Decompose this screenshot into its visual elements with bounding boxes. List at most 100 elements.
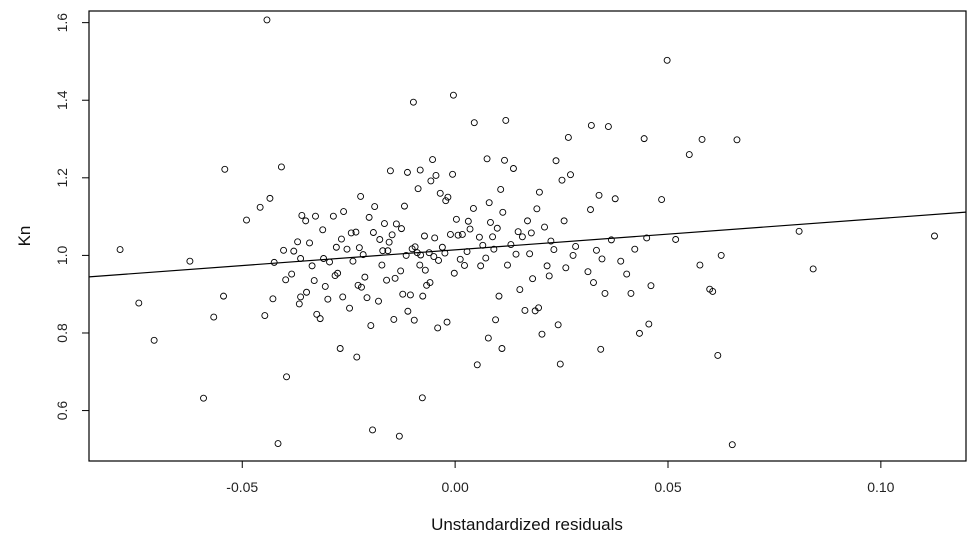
data-point [672, 236, 680, 243]
x-tick-label: 0.10 [867, 479, 894, 495]
data-point [562, 264, 570, 272]
data-point [595, 191, 603, 199]
data-point [647, 282, 655, 290]
data-point [733, 136, 741, 144]
data-point [587, 206, 594, 214]
data-point [477, 262, 485, 270]
data-point [384, 247, 392, 255]
data-point [538, 330, 546, 338]
data-point [572, 243, 580, 250]
data-point [502, 116, 510, 124]
data-point [541, 223, 548, 231]
data-point [282, 276, 290, 284]
data-point [414, 185, 422, 193]
regression-line [88, 211, 967, 278]
x-tick-label: -0.05 [226, 479, 258, 495]
data-point [369, 426, 376, 434]
data-point [391, 274, 399, 282]
data-point [355, 244, 363, 252]
data-point [294, 238, 302, 246]
data-point [490, 245, 498, 253]
data-point [312, 212, 319, 220]
data-point [489, 233, 497, 241]
data-point [640, 135, 648, 143]
data-point [367, 322, 375, 330]
data-point [564, 134, 572, 141]
data-point [399, 290, 407, 298]
data-point [416, 261, 424, 269]
data-point [636, 329, 643, 337]
data-point [514, 228, 522, 236]
data-point [397, 267, 405, 275]
data-point [186, 257, 194, 265]
data-point [558, 176, 566, 184]
data-point [398, 225, 405, 233]
data-point [395, 432, 403, 440]
data-point [354, 281, 362, 289]
data-point [411, 243, 419, 251]
data-point [383, 276, 391, 284]
data-point [283, 373, 290, 381]
data-point [324, 295, 332, 303]
data-point [469, 205, 477, 212]
data-point [631, 245, 639, 253]
data-point [567, 171, 574, 179]
data-point [347, 229, 355, 237]
data-point [569, 251, 577, 259]
data-point [365, 213, 373, 221]
data-point [512, 250, 520, 258]
data-point [535, 304, 543, 312]
data-point [421, 232, 428, 240]
data-point [593, 246, 600, 254]
data-point [150, 336, 158, 344]
data-point [334, 269, 342, 277]
data-point [340, 208, 348, 216]
data-point [438, 243, 446, 251]
data-point [728, 441, 736, 449]
data-point [543, 262, 551, 270]
data-point [378, 261, 386, 269]
data-point [270, 258, 278, 266]
data-point [601, 289, 609, 297]
data-point [375, 297, 382, 305]
data-point [698, 135, 706, 143]
data-point [475, 233, 483, 241]
data-point [584, 268, 592, 276]
data-point [497, 185, 505, 193]
data-point [524, 217, 531, 225]
data-point [495, 292, 503, 300]
data-point [338, 235, 345, 243]
data-point [243, 216, 250, 224]
data-point [450, 269, 458, 277]
x-tick-label: 0.00 [442, 479, 469, 495]
data-point [320, 255, 328, 262]
y-tick-label: 1.2 [54, 168, 70, 188]
data-point [419, 292, 427, 300]
data-point [449, 170, 457, 178]
data-point [316, 315, 324, 323]
data-point [390, 315, 398, 323]
data-point [220, 292, 227, 300]
data-point [376, 236, 384, 243]
data-point [386, 167, 394, 175]
data-point [401, 202, 408, 210]
data-point [554, 321, 562, 329]
y-tick-label: 1.0 [54, 245, 70, 265]
data-point [533, 205, 541, 213]
data-point [623, 270, 631, 278]
data-point [436, 189, 444, 197]
data-point [388, 231, 396, 239]
data-point [306, 239, 313, 247]
data-point [416, 166, 424, 174]
data-point [461, 262, 468, 269]
data-point [545, 272, 553, 280]
data-point [483, 155, 491, 163]
data-point [714, 352, 722, 359]
data-point [303, 288, 310, 296]
data-point [507, 241, 515, 248]
y-tick-label: 0.8 [54, 323, 70, 343]
data-point [487, 218, 494, 226]
data-point [409, 98, 417, 106]
